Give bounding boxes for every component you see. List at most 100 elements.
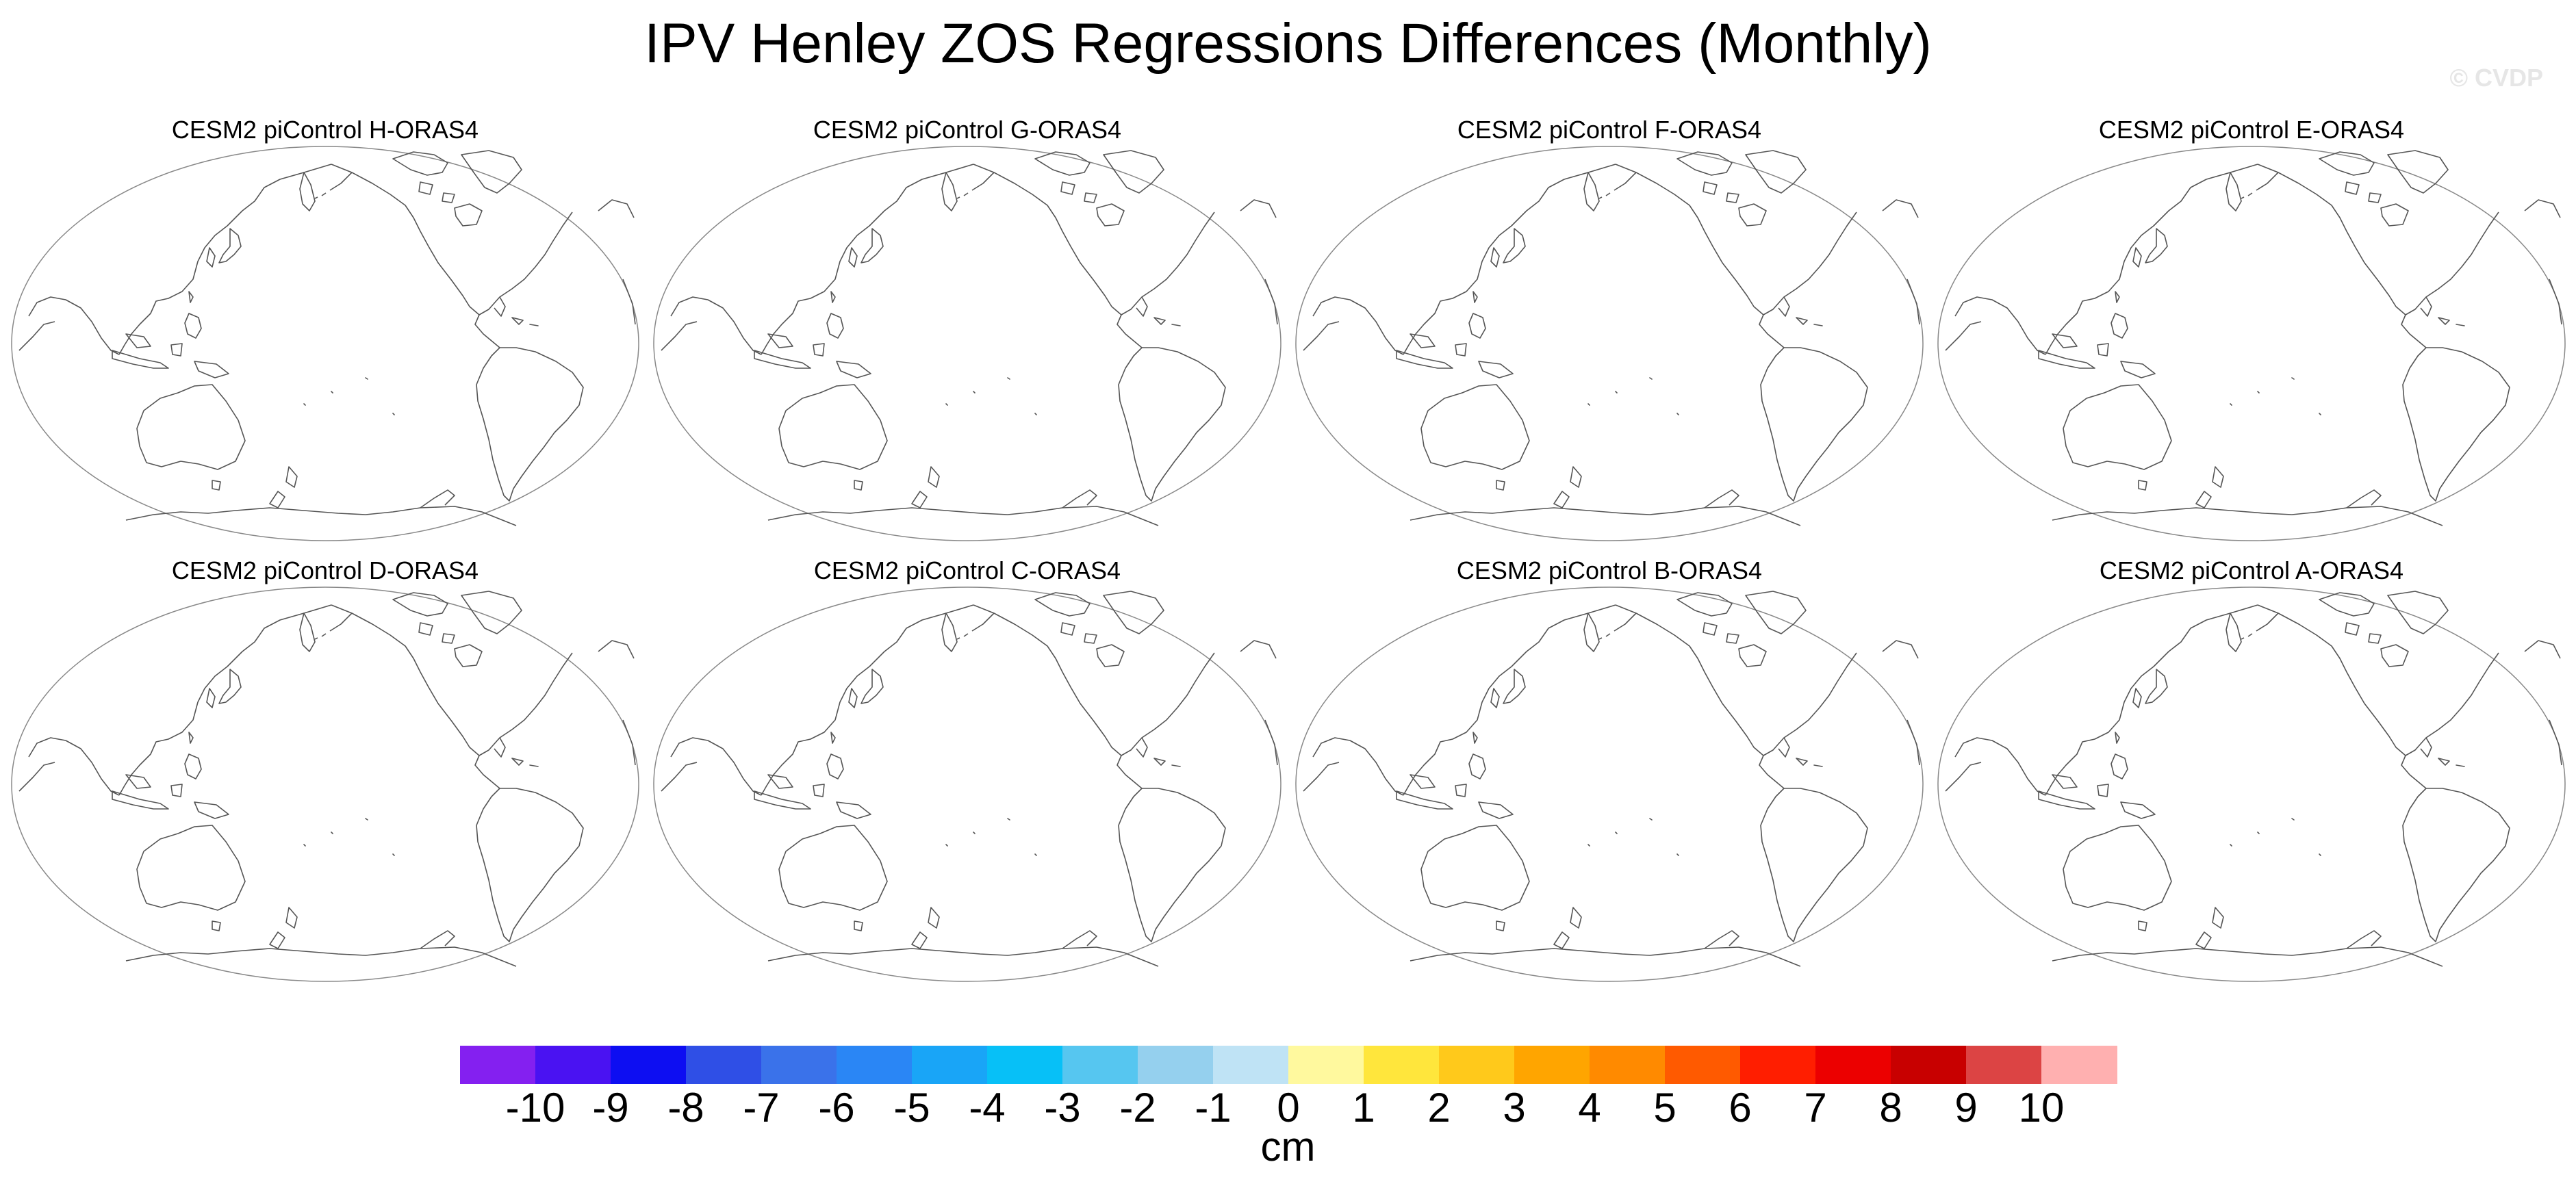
- colorbar-label: 5: [1653, 1085, 1676, 1131]
- coastline: [1420, 384, 1530, 470]
- coastline: [963, 192, 969, 196]
- colorbar-box: [1815, 1046, 1891, 1084]
- coastline: [2212, 466, 2224, 488]
- watermark: © CVDP: [2449, 64, 2543, 92]
- world-map: [1295, 586, 1924, 982]
- coastline: [1034, 853, 1037, 856]
- coastline: [2401, 755, 2427, 789]
- coastline: [392, 413, 395, 415]
- coastline: [2052, 774, 2078, 789]
- coastline: [136, 825, 246, 911]
- map-boundary: [653, 586, 1281, 982]
- coastline: [1954, 737, 2046, 796]
- panel-title: CESM2 piControl A-ORAS4: [2099, 556, 2404, 584]
- coastline: [125, 333, 151, 348]
- coastline: [2120, 801, 2156, 819]
- coastline: [2346, 489, 2382, 508]
- coastline: [2401, 314, 2427, 348]
- coastline: [1403, 604, 1616, 796]
- coastline: [2524, 199, 2561, 218]
- coastline: [1583, 613, 1600, 652]
- coastline: [1583, 172, 1600, 211]
- coastline: [1478, 801, 1514, 819]
- coastline: [1726, 192, 1739, 203]
- coastline: [1118, 788, 1226, 942]
- coastline: [2063, 825, 2172, 911]
- coastline: [1796, 758, 1808, 766]
- coastline: [1615, 164, 1857, 315]
- coastline: [474, 314, 500, 348]
- coastlines: [1945, 150, 2562, 526]
- map-boundary: [1295, 586, 1924, 982]
- coastline: [212, 480, 221, 491]
- coastline: [2319, 151, 2375, 176]
- colorbar-box: [1966, 1046, 2042, 1084]
- coastline: [2247, 633, 2253, 637]
- coastlines: [18, 591, 636, 967]
- coastline: [136, 384, 246, 470]
- coastline: [194, 361, 229, 378]
- coastline: [971, 613, 995, 632]
- coastline: [836, 361, 871, 378]
- colorbar-label: 0: [1277, 1085, 1300, 1131]
- panel-title: CESM2 piControl D-ORAS4: [171, 556, 479, 584]
- coastline: [2132, 247, 2142, 268]
- colorbar-box: [1590, 1046, 1666, 1084]
- map-panel: CESM2 piControl H-ORAS4: [10, 115, 641, 553]
- coastline: [2145, 228, 2168, 263]
- colorbar-label: -3: [1044, 1085, 1081, 1131]
- coastline: [2438, 317, 2450, 325]
- coastline: [1570, 907, 1582, 929]
- coastline: [2052, 946, 2443, 967]
- coastline: [125, 506, 517, 526]
- coastline: [1468, 313, 1486, 339]
- coastline: [1496, 480, 1505, 491]
- coastline: [1704, 930, 1739, 949]
- coastline: [2052, 506, 2443, 526]
- coastline: [2549, 719, 2562, 766]
- coastline: [2097, 784, 2109, 797]
- coastline: [1118, 347, 1226, 502]
- coastlines: [1303, 591, 1920, 967]
- coastline: [1759, 314, 1785, 348]
- coastline: [2380, 203, 2409, 227]
- coastline: [2052, 333, 2078, 348]
- coastline: [1587, 844, 1590, 847]
- colorbar-box: [837, 1046, 913, 1084]
- coastline: [911, 931, 928, 949]
- coastline: [1490, 247, 1500, 268]
- coastline: [118, 604, 332, 796]
- coastline: [529, 324, 539, 326]
- coastline: [1084, 633, 1097, 644]
- coastline: [1778, 296, 1790, 317]
- coastline: [331, 164, 573, 315]
- coastline: [2212, 907, 2224, 929]
- coastline: [2257, 832, 2260, 834]
- colorbar-labels: -10 -9 -8 -7 -6 -5 -4 -3 -2 -1 0 1 2 3 4 5 6 7 8 9 10: [460, 1084, 2117, 1132]
- coastline: [1490, 688, 1500, 708]
- coastline: [125, 774, 151, 789]
- coastline: [830, 291, 836, 303]
- coastline: [1676, 151, 1733, 176]
- coastline: [754, 790, 811, 810]
- coastline: [1264, 279, 1278, 325]
- coastline: [365, 818, 368, 821]
- coastline: [303, 403, 306, 406]
- coastline: [598, 199, 635, 218]
- coastline: [118, 164, 332, 355]
- colorbar-box: [1740, 1046, 1816, 1084]
- coastline: [1503, 228, 1526, 263]
- coastline: [1171, 764, 1181, 767]
- colorbar-label: -10: [505, 1085, 565, 1131]
- colorbar-label: 9: [1954, 1085, 1978, 1131]
- coastline: [2257, 391, 2260, 394]
- colorbar-box: [611, 1046, 687, 1084]
- colorbar-label: -1: [1195, 1085, 1232, 1131]
- coastline: [1945, 321, 1982, 351]
- coastline: [1034, 592, 1091, 617]
- coastline: [1410, 333, 1436, 348]
- coastline: [767, 333, 793, 348]
- coastline: [1240, 199, 1277, 218]
- panel-title: CESM2 piControl C-ORAS4: [813, 556, 1121, 584]
- coastline: [854, 480, 863, 491]
